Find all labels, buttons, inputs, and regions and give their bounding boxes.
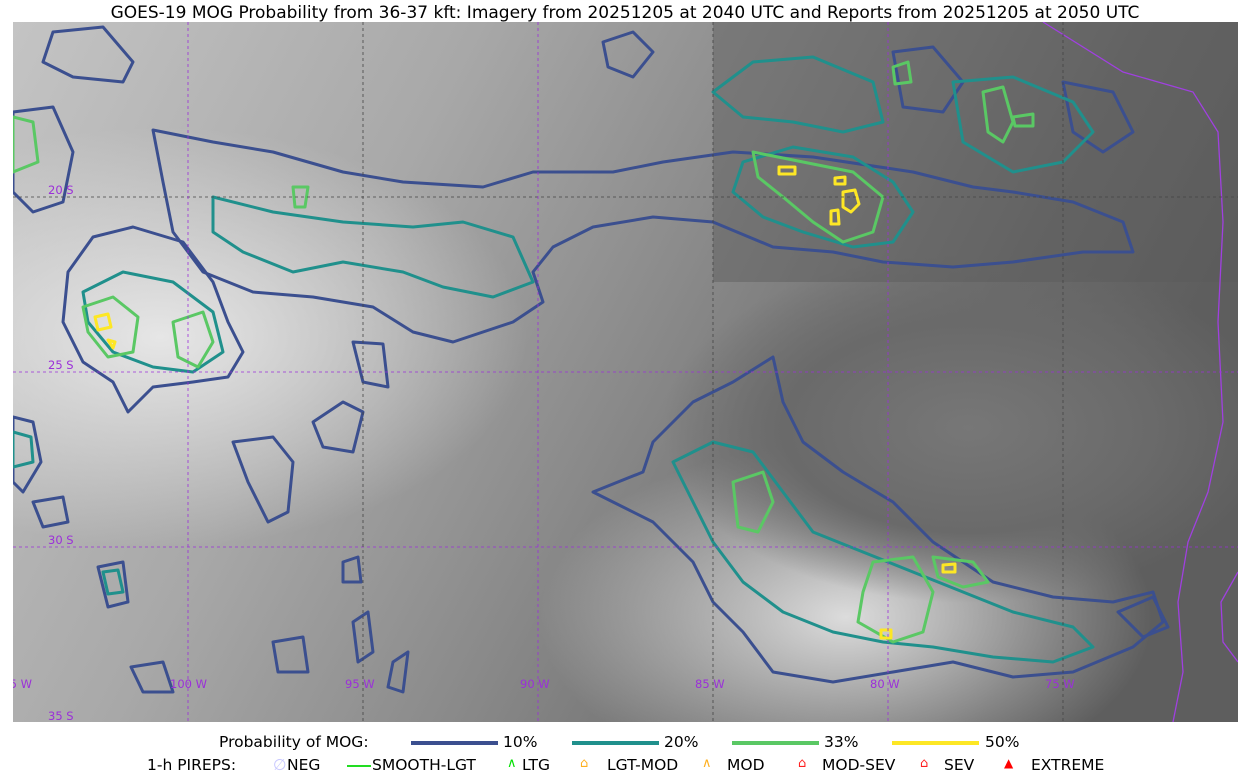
- legend-swatch-50: [892, 741, 979, 745]
- lat-labels: 20 S 25 S 30 S 35 S: [48, 183, 74, 722]
- neg-icon: ∅: [273, 756, 287, 774]
- mod-icon: ∧: [702, 756, 712, 771]
- legend-label: SMOOTH-LGT: [372, 756, 476, 774]
- contour-33pct: [13, 60, 1035, 644]
- lon-label: 90 W: [520, 677, 550, 691]
- lon-label: 105 W: [13, 677, 32, 691]
- legend-label: MOD-SEV: [822, 756, 896, 774]
- lon-labels: 105 W 100 W 95 W 90 W 85 W 80 W 75 W: [13, 677, 1075, 691]
- contour-50pct: [93, 165, 957, 640]
- legend-swatch-10: [411, 741, 498, 745]
- ltg-icon: ∧: [507, 756, 517, 771]
- lat-label: 25 S: [48, 358, 74, 372]
- legend-label: 20%: [664, 733, 699, 751]
- legend-label: LTG: [522, 756, 550, 774]
- satellite-map: 20 S 25 S 30 S 35 S 105 W 100 W 95 W 90 …: [13, 22, 1238, 722]
- chart-title: GOES-19 MOG Probability from 36-37 kft: …: [110, 3, 1140, 23]
- pireps-title: 1-h PIREPS:: [147, 756, 237, 774]
- smooth-lgt-icon: [347, 765, 371, 767]
- legend-label: LGT-MOD: [607, 756, 679, 774]
- legend-label: SEV: [944, 756, 975, 774]
- lon-label: 100 W: [170, 677, 207, 691]
- sev-icon: ⌂: [920, 756, 929, 771]
- lat-label: 20 S: [48, 183, 74, 197]
- mod-sev-icon: ⌂: [798, 756, 807, 771]
- legend-label: 33%: [824, 733, 859, 751]
- legend-swatch-20: [572, 741, 659, 745]
- contour-20pct: [13, 55, 1095, 664]
- legend-label: 10%: [503, 733, 538, 751]
- lat-label: 30 S: [48, 533, 74, 547]
- contour-10pct: [13, 25, 1170, 694]
- lon-label: 75 W: [1045, 677, 1075, 691]
- lon-label: 95 W: [345, 677, 375, 691]
- legend-label: NEG: [287, 756, 321, 774]
- graticule: [13, 22, 1238, 722]
- lgt-mod-icon: ⌂: [580, 756, 589, 771]
- lon-label: 85 W: [695, 677, 725, 691]
- legend-swatch-33: [732, 741, 819, 745]
- lon-label: 80 W: [870, 677, 900, 691]
- extreme-icon: ▲: [1004, 756, 1014, 770]
- legend-title: Probability of MOG:: [219, 733, 369, 751]
- lat-label: 35 S: [48, 709, 74, 722]
- legend-label: 50%: [985, 733, 1020, 751]
- legend-label: EXTREME: [1031, 756, 1105, 774]
- legend-label: MOD: [727, 756, 765, 774]
